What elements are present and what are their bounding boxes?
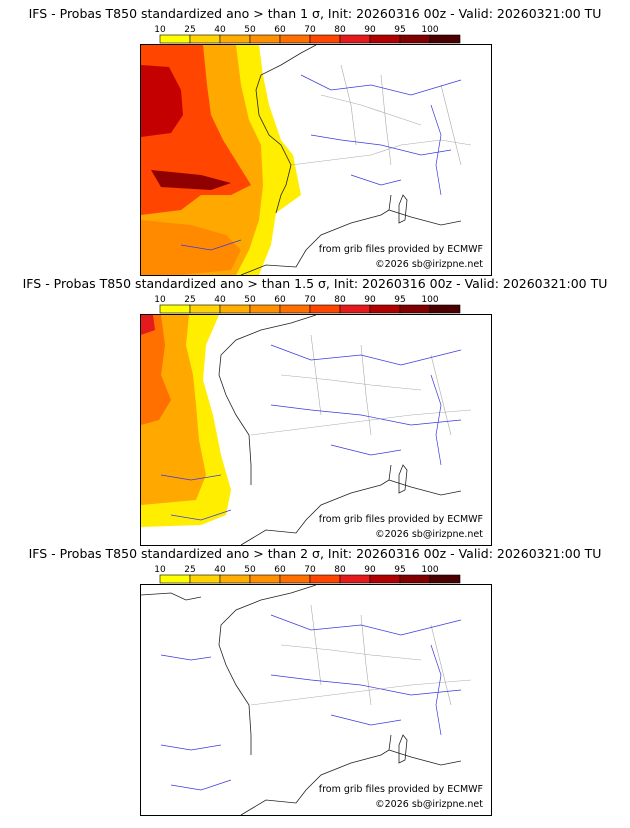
borders — [290, 64, 472, 166]
colorbar-tick-label: 100 — [421, 295, 438, 305]
colorbar-tick-label: 50 — [244, 25, 256, 35]
colorbar-swatch-7 — [369, 574, 401, 584]
colorbar-tick-label: 90 — [364, 25, 376, 35]
colorbar-tick-label: 60 — [274, 25, 286, 35]
colorbar-tick-label: 60 — [274, 565, 286, 575]
colorbar-swatch-8 — [399, 34, 431, 44]
colorbar-tick-label: 100 — [421, 25, 438, 35]
probability-map: from grib files provided by ECMWF ©2026 … — [140, 44, 492, 276]
colorbar-tick-label: 50 — [244, 295, 256, 305]
colorbar-swatch-1 — [189, 574, 221, 584]
colorbar-swatch-2 — [219, 34, 251, 44]
probability-panel-1-5-sigma: IFS - Probas T850 standardized ano > tha… — [0, 276, 630, 552]
colorbar-tick-label: 70 — [304, 295, 316, 305]
colorbar-swatch-6 — [339, 304, 371, 314]
copyright-credit: ©2026 sb@irizpne.net — [373, 799, 485, 811]
colorbar-swatch-5 — [309, 574, 341, 584]
colorbar-tick-label: 50 — [244, 565, 256, 575]
probability-map: from grib files provided by ECMWF ©2026 … — [140, 314, 492, 546]
colorbar-swatch-0 — [159, 304, 191, 314]
probability-panel-1-sigma: IFS - Probas T850 standardized ano > tha… — [0, 6, 630, 282]
borders — [250, 334, 472, 436]
colorbar-tick-label: 80 — [334, 565, 346, 575]
panel-title: IFS - Probas T850 standardized ano > tha… — [22, 276, 608, 291]
probability-panel-2-sigma: IFS - Probas T850 standardized ano > tha… — [0, 546, 630, 822]
probability-map: from grib files provided by ECMWF ©2026 … — [140, 584, 492, 816]
prob-shade-red2 — [141, 315, 155, 335]
colorbar-swatch-7 — [369, 34, 401, 44]
colorbar-tick-label: 40 — [214, 25, 226, 35]
colorbar-swatch-5 — [309, 304, 341, 314]
colorbar: 10 25 40 50 60 70 80 90 95 100 — [154, 25, 461, 44]
colorbar: 10 25 40 50 60 70 80 90 95 100 — [154, 565, 461, 584]
colorbar-tick-label: 10 — [154, 295, 166, 305]
coastline — [240, 45, 462, 275]
prob-shade-red — [141, 315, 171, 425]
coastline — [141, 585, 462, 815]
prob-shade-red-low — [141, 220, 241, 275]
colorbar-swatch-7 — [369, 304, 401, 314]
colorbar-tick-label: 100 — [421, 565, 438, 575]
rivers — [180, 74, 462, 251]
colorbar-tick-label: 90 — [364, 295, 376, 305]
colorbar-tick-label: 95 — [394, 565, 405, 575]
colorbar-swatch-9 — [429, 574, 461, 584]
colorbar-swatch-1 — [189, 304, 221, 314]
colorbar-swatch-5 — [309, 34, 341, 44]
colorbar-tick-label: 70 — [304, 25, 316, 35]
data-source-credit: from grib files provided by ECMWF — [316, 784, 485, 796]
colorbar-tick-label: 80 — [334, 25, 346, 35]
colorbar-tick-label: 60 — [274, 295, 286, 305]
colorbar-swatch-8 — [399, 574, 431, 584]
colorbar-tick-label: 90 — [364, 565, 376, 575]
colorbar-tick-label: 95 — [394, 295, 405, 305]
colorbar-tick-label: 80 — [334, 295, 346, 305]
corsica — [398, 734, 408, 764]
colorbar-tick-label: 40 — [214, 565, 226, 575]
colorbar-tick-label: 25 — [184, 295, 195, 305]
copyright-credit: ©2026 sb@irizpne.net — [373, 529, 485, 541]
colorbar-swatch-9 — [429, 304, 461, 314]
colorbar-tick-label: 95 — [394, 25, 405, 35]
colorbar-swatch-1 — [189, 34, 221, 44]
copyright-credit: ©2026 sb@irizpne.net — [373, 259, 485, 271]
colorbar-tick-label: 25 — [184, 25, 195, 35]
colorbar-tick-label: 40 — [214, 295, 226, 305]
prob-shade-darkred — [141, 65, 183, 137]
colorbar-tick-label: 25 — [184, 565, 195, 575]
colorbar: 10 25 40 50 60 70 80 90 95 100 — [154, 295, 461, 314]
data-source-credit: from grib files provided by ECMWF — [316, 244, 485, 256]
corsica — [398, 194, 408, 224]
colorbar-swatch-3 — [249, 574, 281, 584]
colorbar-swatch-6 — [339, 34, 371, 44]
coastline — [218, 315, 462, 545]
colorbar-swatch-9 — [429, 34, 461, 44]
colorbar-swatch-6 — [339, 574, 371, 584]
colorbar-swatch-4 — [279, 34, 311, 44]
colorbar-swatch-8 — [399, 304, 431, 314]
borders — [250, 604, 472, 706]
prob-shade-darkred-band — [151, 170, 231, 190]
colorbar-swatch-0 — [159, 574, 191, 584]
rivers — [160, 614, 462, 791]
colorbar-tick-label: 70 — [304, 565, 316, 575]
colorbar-swatch-2 — [219, 574, 251, 584]
colorbar-swatch-4 — [279, 304, 311, 314]
panel-title: IFS - Probas T850 standardized ano > tha… — [28, 546, 602, 561]
colorbar-tick-label: 10 — [154, 565, 166, 575]
data-source-credit: from grib files provided by ECMWF — [316, 514, 485, 526]
colorbar-tick-label: 10 — [154, 25, 166, 35]
colorbar-swatch-4 — [279, 574, 311, 584]
corsica — [398, 464, 408, 494]
colorbar-swatch-3 — [249, 304, 281, 314]
rivers — [160, 344, 462, 521]
panel-title: IFS - Probas T850 standardized ano > tha… — [28, 6, 602, 21]
colorbar-swatch-3 — [249, 34, 281, 44]
colorbar-swatch-2 — [219, 304, 251, 314]
colorbar-swatch-0 — [159, 34, 191, 44]
